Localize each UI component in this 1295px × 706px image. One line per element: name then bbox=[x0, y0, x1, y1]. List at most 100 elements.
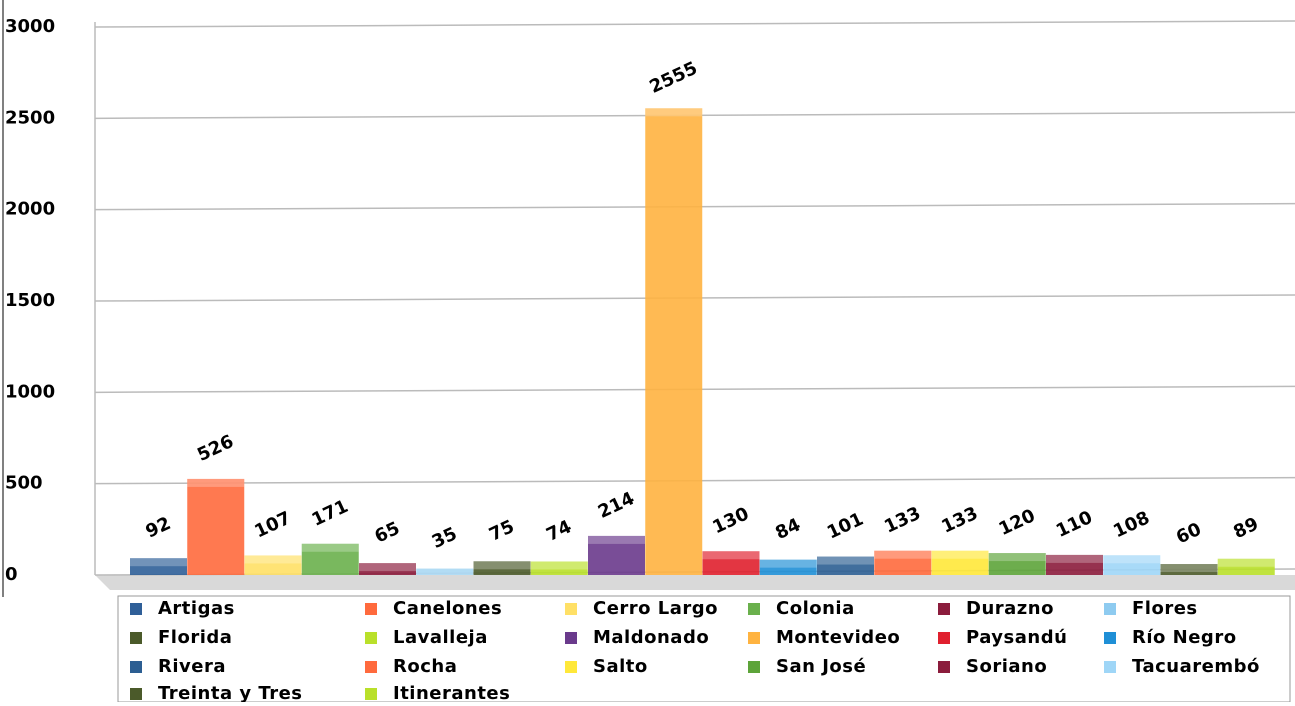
y-tick-label: 3000 bbox=[5, 16, 55, 37]
y-tick-label: 2500 bbox=[5, 107, 55, 128]
data-label: 60 bbox=[1173, 519, 1205, 549]
legend-label: Durazno bbox=[966, 598, 1054, 619]
data-label: 133 bbox=[938, 503, 981, 538]
legend-label: Tacuarembó bbox=[1132, 656, 1260, 677]
data-label: 75 bbox=[486, 516, 518, 546]
data-label: 110 bbox=[1053, 507, 1096, 542]
bar bbox=[130, 558, 187, 575]
bar bbox=[702, 551, 760, 575]
legend-label: Maldonado bbox=[593, 627, 709, 648]
legend-box bbox=[117, 595, 1291, 703]
bar bbox=[530, 561, 588, 575]
bar-top bbox=[1217, 558, 1275, 567]
legend-label: Montevideo bbox=[776, 627, 900, 648]
legend-swatch bbox=[748, 603, 760, 615]
floor bbox=[95, 575, 1295, 590]
bar-top bbox=[473, 561, 531, 570]
data-label: 214 bbox=[595, 488, 638, 523]
data-label: 130 bbox=[709, 503, 752, 538]
y-tick-label: 0 bbox=[5, 564, 18, 585]
bar-top bbox=[588, 535, 645, 544]
legend-label: Itinerantes bbox=[393, 683, 510, 702]
bar bbox=[988, 553, 1046, 575]
data-label: 74 bbox=[543, 516, 575, 546]
data-label: 101 bbox=[824, 509, 867, 544]
legend-label: Colonia bbox=[776, 598, 855, 619]
bar bbox=[588, 535, 645, 575]
legend-swatch bbox=[565, 603, 577, 615]
legend-swatch bbox=[130, 688, 142, 700]
legend-label: Flores bbox=[1132, 598, 1198, 619]
y-tick-label: 1000 bbox=[5, 381, 55, 402]
data-label: 2555 bbox=[646, 58, 700, 98]
legend-swatch bbox=[938, 603, 950, 615]
legend-swatch bbox=[1104, 603, 1116, 615]
legend-label: Paysandú bbox=[966, 627, 1067, 648]
bar bbox=[874, 550, 932, 575]
bar bbox=[1046, 554, 1103, 575]
legend-label: San José bbox=[776, 656, 866, 677]
legend-label: Cerro Largo bbox=[593, 598, 718, 619]
legend-swatch bbox=[1104, 632, 1116, 644]
legend-label: Soriano bbox=[966, 656, 1047, 677]
data-label: 89 bbox=[1230, 513, 1262, 543]
legend-label: Rivera bbox=[158, 656, 226, 677]
bar-top bbox=[130, 558, 187, 567]
bar bbox=[1217, 558, 1275, 575]
legend-swatch bbox=[938, 632, 950, 644]
bar bbox=[817, 556, 874, 575]
legend-swatch bbox=[365, 688, 377, 700]
data-label: 108 bbox=[1110, 507, 1153, 542]
legend-label: Canelones bbox=[393, 598, 502, 619]
y-tick-label: 500 bbox=[5, 473, 43, 494]
data-label: 133 bbox=[881, 503, 924, 538]
bar bbox=[301, 543, 359, 575]
bar bbox=[1103, 555, 1161, 575]
grid-line bbox=[94, 20, 1295, 28]
legend-swatch bbox=[748, 661, 760, 673]
legend-swatch bbox=[565, 661, 577, 673]
legend-swatch bbox=[365, 632, 377, 644]
legend-swatch bbox=[748, 632, 760, 644]
bar-top bbox=[1103, 555, 1161, 564]
bar-top bbox=[988, 553, 1046, 562]
bar-top bbox=[702, 551, 760, 560]
bar bbox=[473, 561, 531, 575]
legend-swatch bbox=[565, 632, 577, 644]
bar-top bbox=[187, 478, 245, 487]
legend-swatch bbox=[1104, 661, 1116, 673]
data-label: 35 bbox=[429, 523, 461, 553]
bar-top bbox=[1160, 564, 1218, 573]
bar-top bbox=[416, 568, 474, 575]
bar-top bbox=[759, 559, 817, 568]
bar-top bbox=[1046, 554, 1103, 563]
legend-label: Río Negro bbox=[1132, 627, 1237, 648]
legend-swatch bbox=[365, 661, 377, 673]
bar bbox=[1160, 564, 1218, 575]
legend-swatch bbox=[130, 661, 142, 673]
bar bbox=[645, 108, 703, 575]
legend-swatch bbox=[938, 661, 950, 673]
data-label: 171 bbox=[309, 496, 352, 531]
legend-label: Treinta y Tres bbox=[158, 683, 303, 702]
data-label: 526 bbox=[194, 431, 237, 466]
bar-top bbox=[931, 550, 989, 559]
y-tick-label: 2000 bbox=[5, 199, 55, 220]
bar-top bbox=[645, 108, 703, 117]
data-label: 84 bbox=[772, 514, 804, 544]
legend-swatch bbox=[130, 603, 142, 615]
bar-top bbox=[874, 550, 932, 559]
bar bbox=[187, 478, 245, 575]
legend-label: Rocha bbox=[393, 656, 457, 677]
legend-label: Salto bbox=[593, 656, 648, 677]
bar-top bbox=[817, 556, 874, 565]
legend-swatch bbox=[130, 632, 142, 644]
legend-label: Artigas bbox=[158, 598, 235, 619]
bar bbox=[931, 550, 989, 575]
bar-top bbox=[301, 543, 359, 552]
bar bbox=[244, 555, 302, 575]
legend-swatch bbox=[365, 603, 377, 615]
legend-label: Florida bbox=[158, 627, 232, 648]
bar-top bbox=[244, 555, 302, 564]
